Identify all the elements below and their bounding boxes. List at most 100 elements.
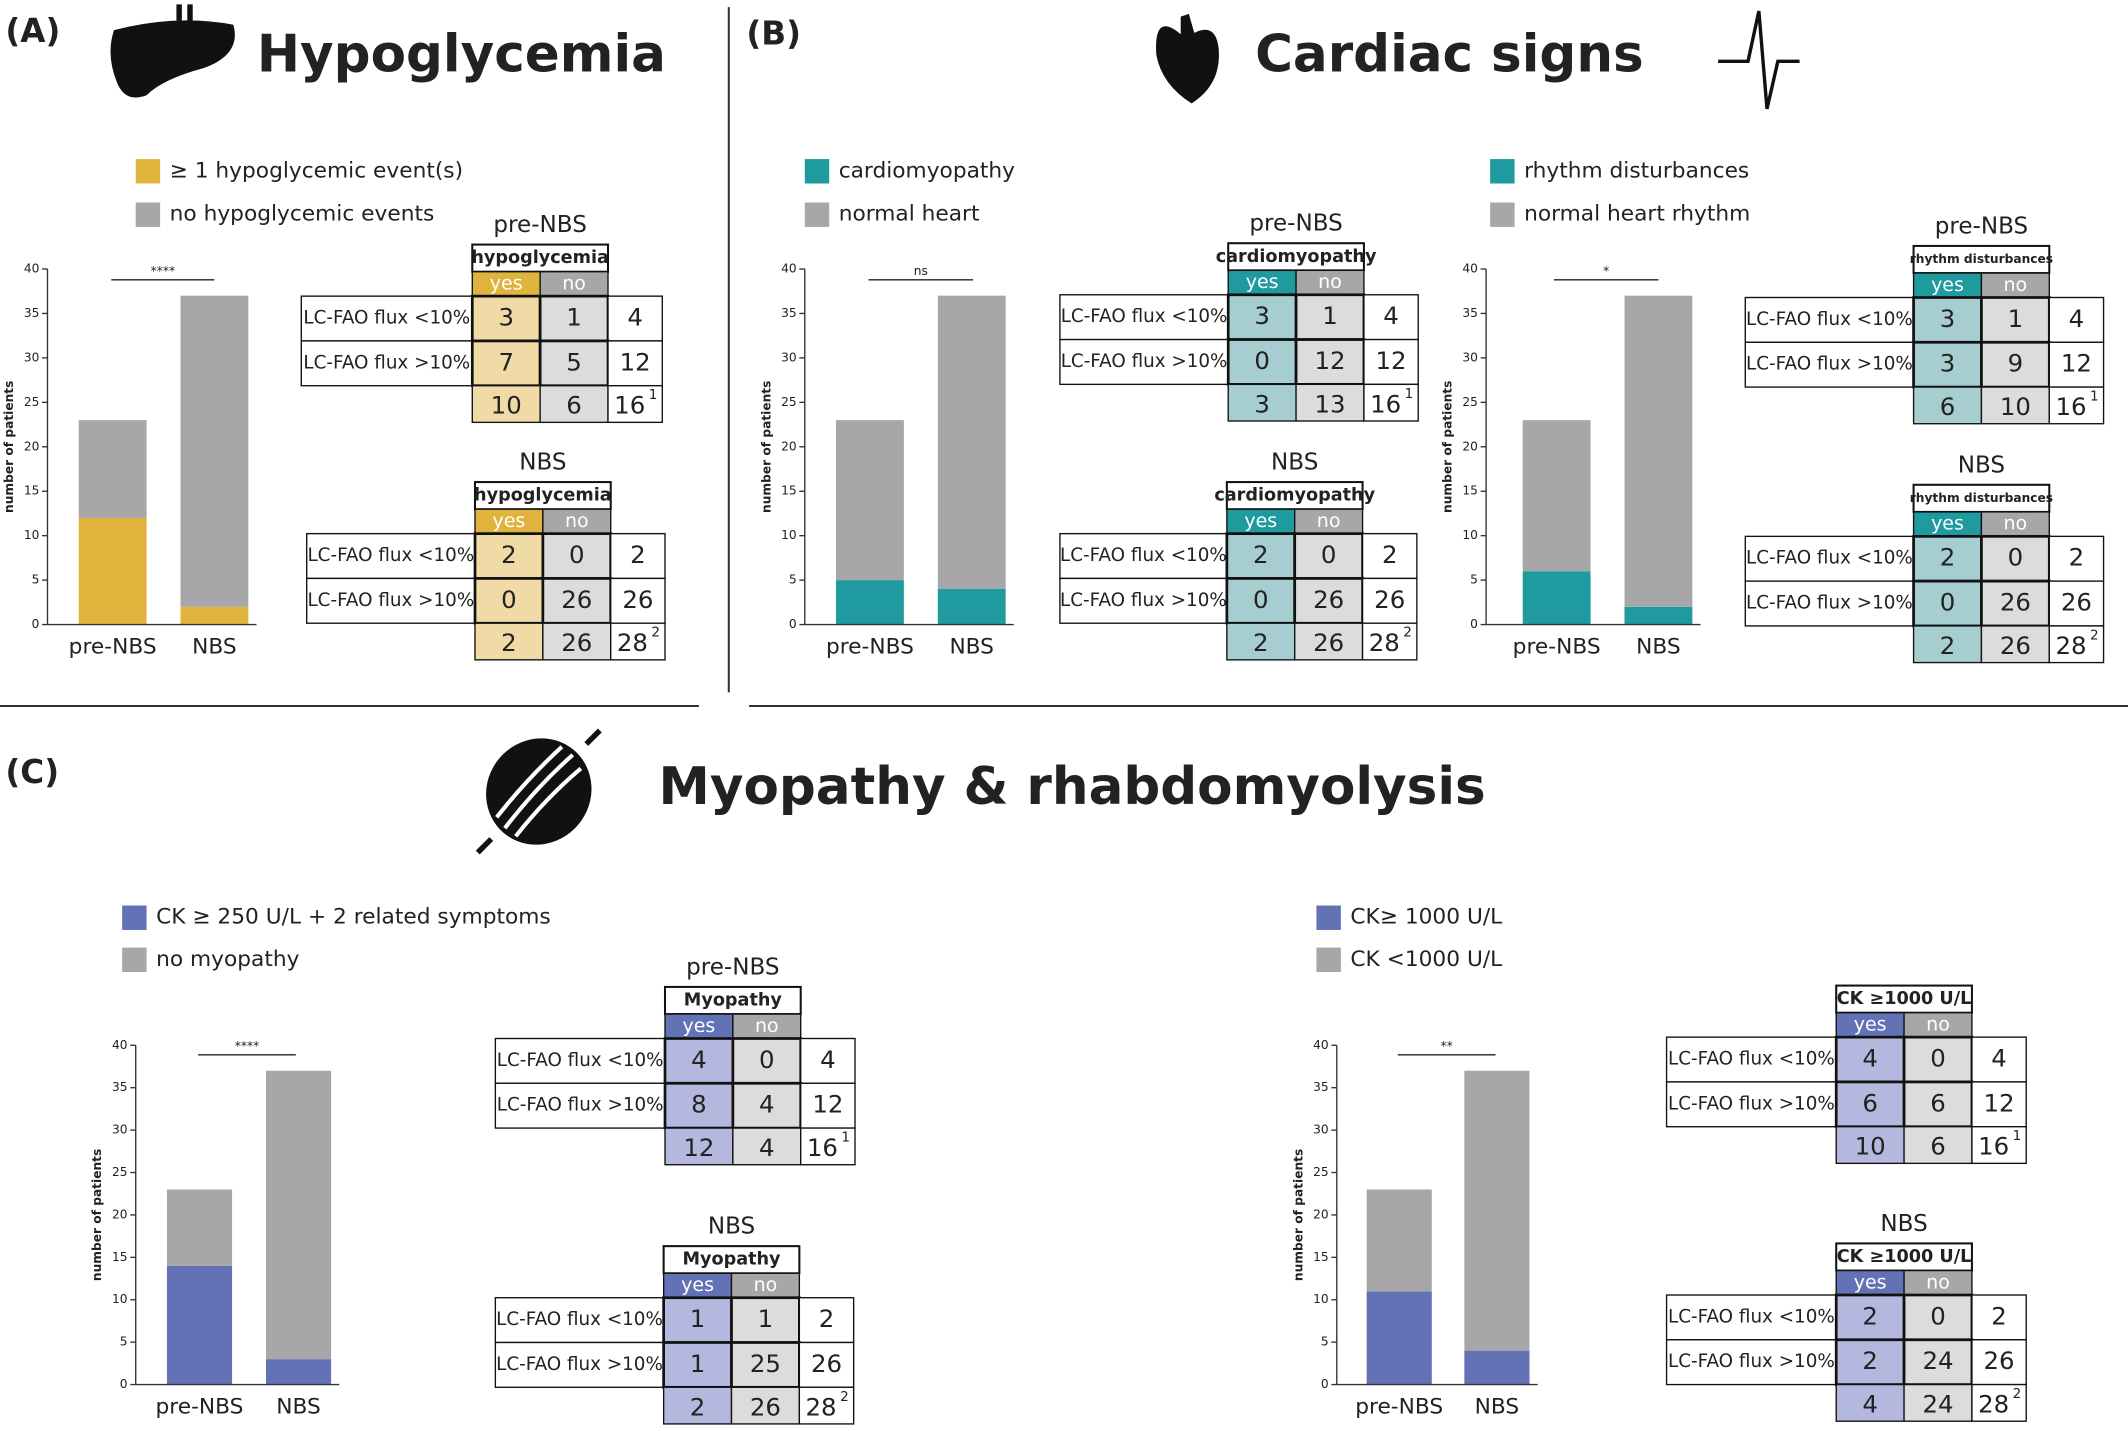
grand-total-note: 2	[2013, 1386, 2022, 1402]
column-total-cell	[1903, 1383, 1973, 1422]
legend-label: rhythm disturbances	[1524, 158, 1749, 183]
x-tick-label: NBS	[192, 635, 237, 660]
grand-total-cell	[2048, 386, 2105, 425]
table-header: CK ≥1000 U/L	[1837, 1247, 1972, 1267]
table-cell-value: 6	[1862, 1088, 1878, 1117]
row-total-cell	[1363, 294, 1419, 341]
row-total: 12	[812, 1090, 843, 1119]
row-label-cell	[1744, 580, 1915, 627]
row-label: LC-FAO flux >10%	[496, 1354, 663, 1375]
column-total: 26	[750, 1392, 781, 1421]
row-total: 4	[820, 1045, 836, 1074]
row-label-cell	[1744, 341, 1915, 388]
grand-total-note: 2	[2090, 627, 2099, 643]
grand-total: 16	[1370, 389, 1401, 418]
table-cell-value: 0	[1940, 588, 1956, 617]
column-total: 26	[2000, 631, 2031, 660]
row-total: 2	[630, 540, 646, 569]
table-cell-value: 1	[758, 1304, 774, 1333]
row-label: LC-FAO flux <10%	[1668, 1306, 1835, 1327]
table-cell-value: 2	[1862, 1346, 1878, 1375]
row-label-cell	[1665, 1294, 1837, 1341]
table-cell-value: 4	[759, 1090, 775, 1119]
y-tick-label: 5	[32, 573, 40, 587]
x-tick-label: pre-NBS	[156, 1395, 244, 1420]
x-tick-label: pre-NBS	[1513, 635, 1601, 660]
row-label-cell	[1665, 1081, 1837, 1128]
y-tick-label: 15	[112, 1250, 128, 1264]
row-total: 4	[627, 303, 643, 332]
row-total: 4	[1383, 301, 1399, 330]
column-total: 2	[690, 1392, 706, 1421]
row-total-cell	[798, 1297, 855, 1344]
legend-swatch	[1316, 947, 1341, 972]
column-total-cell	[1980, 625, 2050, 664]
column-total: 26	[1313, 628, 1344, 657]
table-group-title: NBS	[1271, 450, 1318, 476]
legend-swatch	[135, 202, 161, 227]
legend-swatch	[1316, 905, 1341, 930]
table-cell-value: 26	[561, 585, 592, 614]
table-header: CK ≥1000 U/L	[1837, 989, 1972, 1009]
ecg-icon	[1718, 10, 1800, 110]
y-tick-label: 0	[789, 617, 797, 631]
grand-total-note: 2	[651, 625, 660, 641]
table-group-title: pre-NBS	[686, 954, 779, 980]
legend-swatch	[135, 159, 161, 184]
column-header: yes	[681, 1274, 714, 1296]
column-header: no	[2004, 513, 2028, 535]
table-cell-value: 2	[1940, 543, 1956, 572]
table-cell	[663, 1081, 735, 1130]
table-cell-value: 3	[1940, 304, 1956, 333]
y-tick-label: 5	[789, 573, 797, 587]
table-cell-value: 0	[1321, 540, 1337, 569]
y-tick-label: 20	[24, 439, 40, 453]
y-tick-label: 5	[1470, 573, 1478, 587]
row-label-cell	[300, 295, 473, 342]
row-total-cell	[798, 1341, 855, 1388]
column-header-cell	[732, 1013, 802, 1040]
table-cell-value: 3	[498, 303, 514, 332]
y-tick-label: 20	[781, 439, 797, 453]
y-tick-label: 0	[1470, 617, 1478, 631]
row-label: LC-FAO flux <10%	[497, 1050, 664, 1071]
y-tick-label: 30	[112, 1123, 128, 1137]
column-total-cell	[730, 1386, 801, 1425]
y-tick-label: 30	[24, 350, 40, 364]
row-total-cell	[1361, 577, 1418, 624]
significance-label: ****	[151, 264, 175, 278]
column-total-cell	[471, 385, 541, 424]
row-total: 12	[1984, 1088, 2015, 1117]
table-cell-value: 0	[2008, 543, 2024, 572]
significance-label: *	[1603, 264, 1609, 278]
row-label-cell	[306, 577, 476, 624]
row-total: 12	[2061, 349, 2092, 378]
row-label-cell	[494, 1341, 665, 1388]
column-total-cell	[1835, 1126, 1905, 1165]
bar-segment	[1464, 1070, 1530, 1351]
row-total: 2	[1991, 1301, 2007, 1330]
y-tick-label: 25	[112, 1165, 128, 1179]
grand-total-cell	[1361, 622, 1418, 661]
y-tick-label: 35	[1462, 306, 1478, 320]
y-tick-label: 35	[781, 306, 797, 320]
table-cell	[473, 577, 545, 625]
legend-swatch	[122, 947, 147, 972]
table-cell-value: 9	[2008, 349, 2024, 378]
grand-total: 16	[2055, 392, 2086, 421]
column-header-cell	[1227, 269, 1297, 296]
grand-total: 28	[806, 1392, 837, 1421]
grand-total: 16	[807, 1133, 838, 1162]
row-total: 4	[2069, 304, 2085, 333]
bar-segment	[78, 517, 147, 625]
column-total-cell	[1227, 383, 1297, 422]
grand-total: 16	[1978, 1132, 2009, 1161]
column-header: yes	[1931, 274, 1964, 296]
table-cell	[1834, 1080, 1906, 1129]
heart-icon	[1156, 13, 1219, 104]
table-header-box	[1912, 483, 2051, 513]
column-total-cell	[1835, 1383, 1905, 1422]
table-group-title: NBS	[708, 1214, 755, 1240]
column-header: yes	[490, 272, 523, 294]
